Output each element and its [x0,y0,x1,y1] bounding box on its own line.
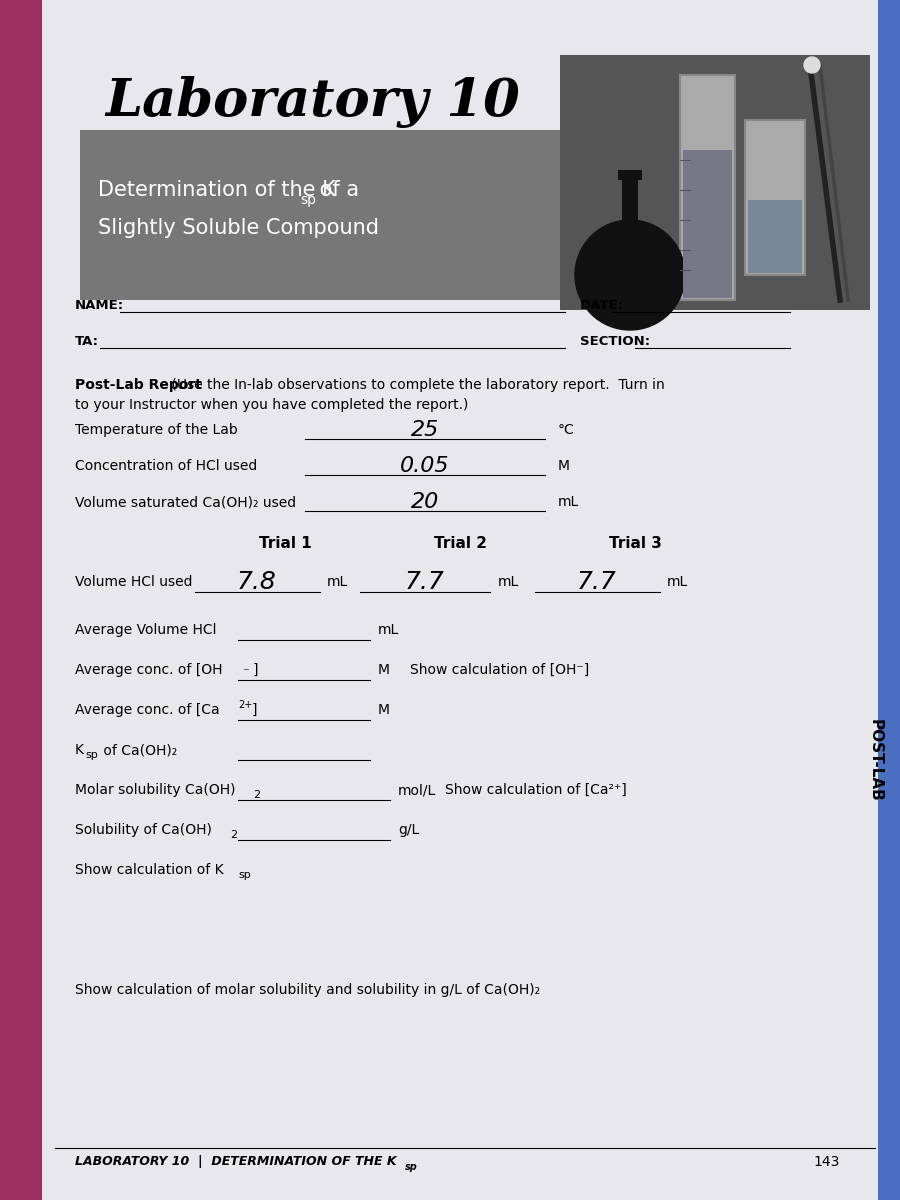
Text: Temperature of the Lab: Temperature of the Lab [75,422,238,437]
Text: LABORATORY 10  |  DETERMINATION OF THE K: LABORATORY 10 | DETERMINATION OF THE K [75,1156,397,1169]
FancyBboxPatch shape [680,74,735,300]
FancyBboxPatch shape [878,0,900,1200]
Text: Solubility of Ca(OH): Solubility of Ca(OH) [75,823,212,838]
Text: DATE:: DATE: [580,299,624,312]
Text: Average conc. of [Ca: Average conc. of [Ca [75,703,220,716]
Text: Trial 2: Trial 2 [434,535,487,551]
Text: 7.7: 7.7 [405,570,445,594]
Text: of Ca(OH)₂: of Ca(OH)₂ [99,743,177,757]
Text: NAME:: NAME: [75,299,124,312]
Text: Volume saturated Ca(OH)₂ used: Volume saturated Ca(OH)₂ used [75,494,296,509]
Text: 0.05: 0.05 [400,456,450,476]
Text: sp: sp [85,750,98,760]
Text: M: M [558,458,570,473]
Text: POST-LAB: POST-LAB [868,719,883,802]
Text: TA:: TA: [75,335,99,348]
Text: Molar solubility Ca(OH): Molar solubility Ca(OH) [75,782,236,797]
Text: Slightly Soluble Compound: Slightly Soluble Compound [98,218,379,238]
Circle shape [804,56,820,73]
Text: mL: mL [558,494,580,509]
FancyBboxPatch shape [618,170,642,180]
Text: M: M [378,662,390,677]
Text: 2: 2 [230,830,237,840]
Text: 2+: 2+ [238,700,252,710]
Text: K: K [75,743,84,757]
Text: ⁻: ⁻ [242,666,248,679]
Text: Show calculation of [OH⁻]: Show calculation of [OH⁻] [410,662,590,677]
Text: 7.7: 7.7 [577,570,616,594]
Text: sp: sp [300,193,316,206]
Text: mL: mL [498,575,519,589]
Text: sp: sp [238,870,251,880]
Text: (Use the In-lab observations to complete the laboratory report.  Turn in: (Use the In-lab observations to complete… [167,378,665,392]
Text: to your Instructor when you have completed the report.): to your Instructor when you have complet… [75,398,468,412]
Text: mL: mL [327,575,348,589]
Text: °C: °C [558,422,575,437]
Text: Post-Lab Report: Post-Lab Report [75,378,202,392]
Text: Concentration of HCl used: Concentration of HCl used [75,458,257,473]
Text: Volume HCl used: Volume HCl used [75,575,193,589]
Text: ]: ] [252,703,257,716]
Text: of a: of a [313,180,359,200]
Text: 25: 25 [411,420,439,440]
Text: 2: 2 [253,790,260,800]
Text: mol/L: mol/L [398,782,436,797]
Text: Average conc. of [OH: Average conc. of [OH [75,662,222,677]
Text: mL: mL [378,623,400,637]
Text: Show calculation of K: Show calculation of K [75,863,223,877]
FancyBboxPatch shape [42,0,878,1200]
Text: Trial 1: Trial 1 [258,535,311,551]
FancyBboxPatch shape [622,175,638,240]
Text: SECTION:: SECTION: [580,335,650,348]
Text: mL: mL [667,575,688,589]
Text: Show calculation of [Ca²⁺]: Show calculation of [Ca²⁺] [445,782,626,797]
Text: Laboratory 10: Laboratory 10 [105,76,520,128]
Text: 20: 20 [411,492,439,512]
FancyBboxPatch shape [560,55,870,310]
Text: Trial 3: Trial 3 [608,535,662,551]
Text: 7.8: 7.8 [237,570,277,594]
FancyBboxPatch shape [80,130,740,300]
Text: Determination of the K: Determination of the K [98,180,336,200]
FancyBboxPatch shape [748,200,802,272]
FancyBboxPatch shape [745,120,805,275]
Text: M: M [378,703,390,716]
FancyBboxPatch shape [0,0,42,1200]
Text: 143: 143 [814,1154,840,1169]
Text: Average Volume HCl: Average Volume HCl [75,623,217,637]
Text: Show calculation of molar solubility and solubility in g/L of Ca(OH)₂: Show calculation of molar solubility and… [75,983,540,997]
FancyBboxPatch shape [683,150,732,298]
Text: ]: ] [253,662,258,677]
Circle shape [575,220,685,330]
Text: sp: sp [405,1162,418,1172]
Text: g/L: g/L [398,823,419,838]
